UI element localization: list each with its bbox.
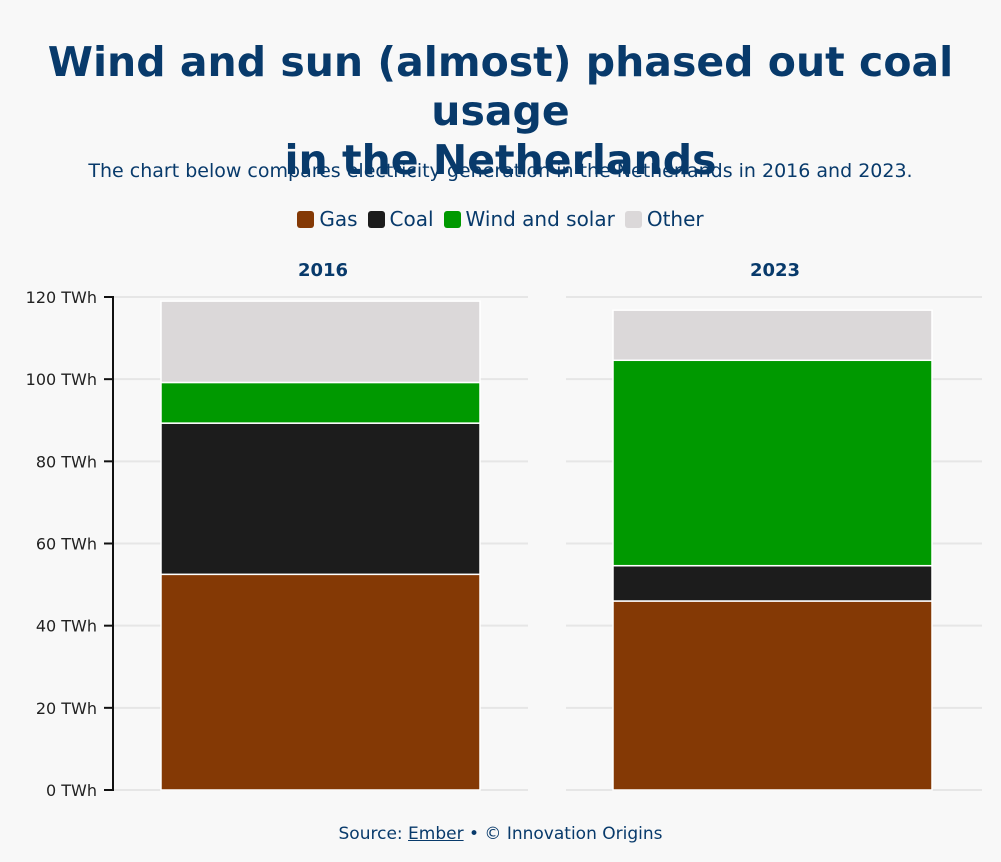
- legend-item-gas[interactable]: Gas: [297, 207, 358, 231]
- y-tick-label-100: 100 TWh: [26, 370, 97, 389]
- source-prefix: Source:: [338, 824, 409, 844]
- source-link-ember[interactable]: Ember: [408, 824, 464, 844]
- bar-2016-other: [160, 300, 481, 384]
- y-tick-label-40: 40 TWh: [36, 617, 97, 636]
- bar-2023-other: [612, 309, 933, 362]
- bar-2023-coal: [612, 564, 933, 602]
- bar-2016-coal: [160, 422, 481, 576]
- bar-2023-wind-and-solar: [612, 359, 933, 567]
- legend-swatch-gas: [297, 210, 315, 228]
- legend-item-other[interactable]: Other: [624, 207, 704, 231]
- legend-swatch-other: [624, 210, 642, 228]
- bar-2016-gas: [160, 573, 481, 791]
- chart-title-line-2: in the Netherlands: [284, 136, 717, 184]
- y-tick-label-120: 120 TWh: [26, 288, 97, 307]
- legend-label-wind-solar: Wind and solar: [465, 207, 615, 231]
- legend-swatch-coal: [367, 210, 385, 228]
- legend-label-coal: Coal: [389, 207, 434, 231]
- y-tick-label-0: 0 TWh: [46, 781, 97, 800]
- source-suffix: • © Innovation Origins: [463, 824, 663, 844]
- facet-title-2023: 2023: [750, 260, 800, 281]
- chart-subtitle: The chart below compares electricity gen…: [88, 160, 913, 182]
- chart-title: Wind and sun (almost) phased out coal us…: [0, 38, 1001, 185]
- stacked-bar-chart: 0 TWh 20 TWh 40 TWh 60 TWh 80 TWh 100 TWh 120 …: [26, 260, 982, 800]
- legend-item-wind-solar[interactable]: Wind and solar: [443, 207, 615, 231]
- bar-2016-wind-and-solar: [160, 381, 481, 424]
- y-tick-label-80: 80 TWh: [36, 452, 97, 471]
- y-tick-label-20: 20 TWh: [36, 699, 97, 718]
- legend-label-gas: Gas: [319, 207, 358, 231]
- bar-2023-gas: [612, 600, 933, 791]
- source-line: Source: Ember • © Innovation Origins: [0, 824, 1001, 844]
- legend: Gas Coal Wind and solar Other: [0, 207, 1001, 231]
- legend-swatch-wind-solar: [443, 210, 461, 228]
- legend-item-coal[interactable]: Coal: [367, 207, 434, 231]
- y-tick-label-60: 60 TWh: [36, 535, 97, 554]
- legend-label-other: Other: [646, 207, 704, 231]
- facet-title-2016: 2016: [298, 260, 348, 281]
- chart-title-line-1: Wind and sun (almost) phased out coal us…: [47, 38, 954, 135]
